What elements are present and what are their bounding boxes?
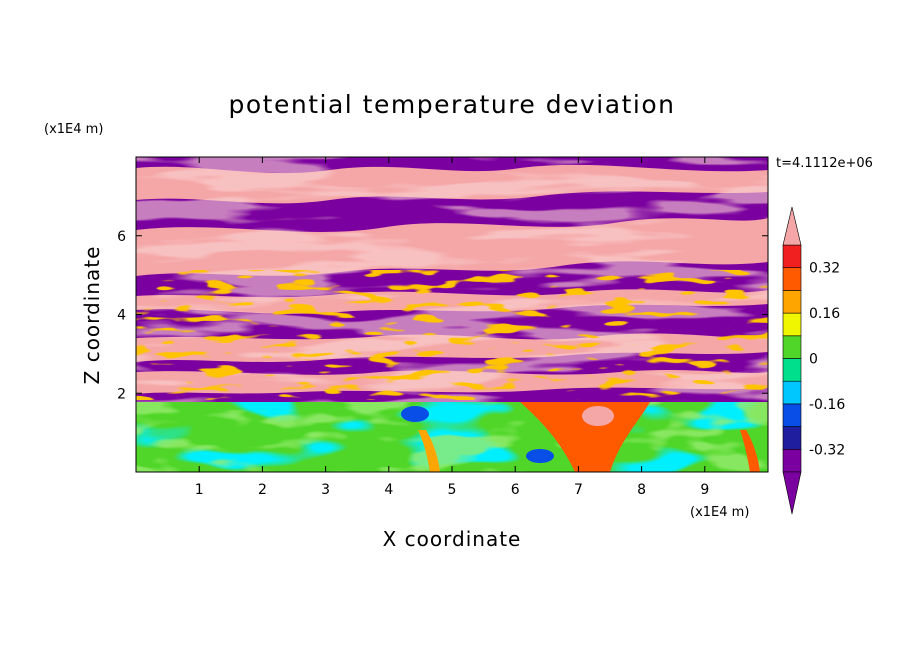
y-tick-label: 4	[117, 308, 126, 324]
x-tick-label: 5	[448, 482, 457, 498]
colorbar-segment	[782, 335, 802, 359]
colorbar-label: 0.32	[809, 261, 840, 277]
y-axis-label: Z coordinate	[80, 246, 104, 385]
x-tick-label: 3	[321, 482, 330, 498]
colorbar-segment	[782, 290, 802, 314]
colorbar-segment	[782, 448, 802, 473]
field-upper-layers	[136, 157, 768, 402]
x-tick-label: 4	[384, 482, 393, 498]
x-tick-label: 1	[195, 482, 204, 498]
colorbar-extend-bottom	[782, 471, 802, 515]
y-tick-label: 6	[117, 229, 126, 245]
colorbar-segment	[782, 244, 802, 269]
colorbar-segment	[782, 426, 802, 450]
field-boundary-layer	[136, 402, 768, 472]
x-axis-label: X coordinate	[383, 527, 522, 551]
y-tick-label: 2	[117, 386, 126, 402]
colorbar-label: -0.16	[809, 397, 845, 413]
x-tick-label: 2	[258, 482, 267, 498]
colorbar-segment	[782, 380, 802, 405]
x-tick-label: 6	[511, 482, 520, 498]
colorbar-label: 0.16	[809, 306, 840, 322]
time-label: t=4.1112e+06	[776, 156, 873, 171]
y-axis-ticks: 2 4 6	[117, 229, 768, 402]
colorbar-segment	[782, 358, 802, 382]
x-tick-label: 9	[700, 482, 709, 498]
colorbar-extend-top	[782, 206, 802, 246]
plot-area	[136, 157, 768, 472]
colorbar-segment	[782, 312, 802, 337]
x-tick-label: 7	[574, 482, 583, 498]
colorbar-segment	[782, 267, 802, 291]
x-tick-label: 8	[637, 482, 646, 498]
x-unit-label: (x1E4 m)	[690, 505, 749, 520]
x-axis-ticks: 1 2 3 4 5 6 7 8 9	[195, 157, 709, 498]
chart-title: potential temperature deviation	[229, 90, 676, 119]
colorbar-label: -0.32	[809, 442, 845, 458]
colorbar-segment	[782, 403, 802, 427]
z-unit-label: (x1E4 m)	[44, 122, 103, 137]
colorbar-label: 0	[809, 352, 818, 368]
colorbar: 0.32 0.16 0 -0.16 -0.32	[782, 206, 845, 515]
